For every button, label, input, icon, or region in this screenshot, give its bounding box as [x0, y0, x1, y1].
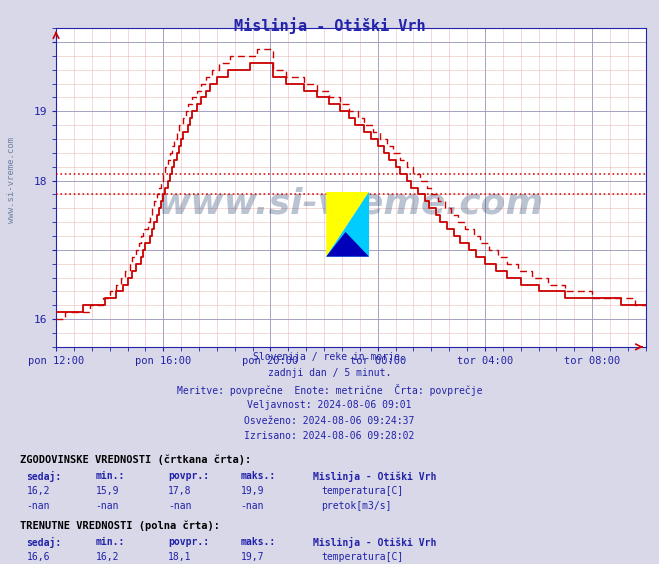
- Text: Mislinja - Otiški Vrh: Mislinja - Otiški Vrh: [313, 537, 436, 548]
- Text: povpr.:: povpr.:: [168, 537, 209, 547]
- Text: temperatura[C]: temperatura[C]: [321, 486, 403, 496]
- Text: temperatura[C]: temperatura[C]: [321, 552, 403, 562]
- Text: Mislinja - Otiški Vrh: Mislinja - Otiški Vrh: [234, 17, 425, 34]
- Text: 15,9: 15,9: [96, 486, 119, 496]
- Text: 16,2: 16,2: [96, 552, 119, 562]
- Text: povpr.:: povpr.:: [168, 471, 209, 481]
- Text: 19,7: 19,7: [241, 552, 264, 562]
- Text: sedaj:: sedaj:: [26, 471, 61, 482]
- Text: sedaj:: sedaj:: [26, 537, 61, 548]
- Text: -nan: -nan: [96, 501, 119, 512]
- Text: zadnji dan / 5 minut.: zadnji dan / 5 minut.: [268, 368, 391, 378]
- Text: min.:: min.:: [96, 471, 125, 481]
- Text: Slovenija / reke in morje.: Slovenija / reke in morje.: [253, 352, 406, 363]
- Text: 18,1: 18,1: [168, 552, 192, 562]
- Polygon shape: [326, 232, 369, 257]
- Text: Osveženo: 2024-08-06 09:24:37: Osveženo: 2024-08-06 09:24:37: [244, 416, 415, 426]
- Text: 16,2: 16,2: [26, 486, 50, 496]
- Text: -nan: -nan: [241, 501, 264, 512]
- Polygon shape: [326, 192, 369, 257]
- Text: ZGODOVINSKE VREDNOSTI (črtkana črta):: ZGODOVINSKE VREDNOSTI (črtkana črta):: [20, 454, 251, 465]
- Text: Veljavnost: 2024-08-06 09:01: Veljavnost: 2024-08-06 09:01: [247, 400, 412, 410]
- Text: 16,6: 16,6: [26, 552, 50, 562]
- Text: maks.:: maks.:: [241, 537, 275, 547]
- Text: www.si-vreme.com: www.si-vreme.com: [7, 138, 16, 223]
- Text: -nan: -nan: [168, 501, 192, 512]
- Text: TRENUTNE VREDNOSTI (polna črta):: TRENUTNE VREDNOSTI (polna črta):: [20, 520, 219, 531]
- Text: 19,9: 19,9: [241, 486, 264, 496]
- Text: -nan: -nan: [26, 501, 50, 512]
- Text: pretok[m3/s]: pretok[m3/s]: [321, 501, 391, 512]
- Text: www.si-vreme.com: www.si-vreme.com: [158, 187, 544, 221]
- Text: 17,8: 17,8: [168, 486, 192, 496]
- Text: Mislinja - Otiški Vrh: Mislinja - Otiški Vrh: [313, 471, 436, 482]
- Text: Meritve: povprečne  Enote: metrične  Črta: povprečje: Meritve: povprečne Enote: metrične Črta:…: [177, 384, 482, 396]
- Polygon shape: [326, 192, 369, 257]
- Text: maks.:: maks.:: [241, 471, 275, 481]
- Text: Izrisano: 2024-08-06 09:28:02: Izrisano: 2024-08-06 09:28:02: [244, 431, 415, 442]
- Text: min.:: min.:: [96, 537, 125, 547]
